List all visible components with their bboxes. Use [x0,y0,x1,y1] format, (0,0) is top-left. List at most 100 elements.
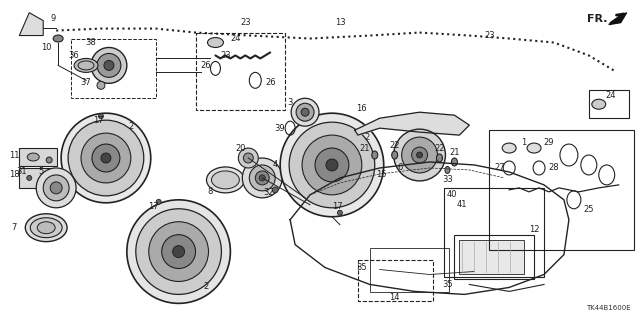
Circle shape [250,165,275,191]
Polygon shape [355,112,469,135]
Text: 35: 35 [356,263,367,272]
Ellipse shape [156,199,161,204]
Circle shape [127,200,230,303]
Text: 2: 2 [204,282,209,291]
Circle shape [243,153,253,163]
Text: 17: 17 [93,116,103,125]
Circle shape [301,108,309,116]
Bar [370,248,449,293]
Ellipse shape [74,58,98,72]
Bar [460,240,524,274]
Text: 13: 13 [335,18,345,27]
Ellipse shape [207,167,244,193]
Ellipse shape [97,81,105,89]
Circle shape [36,168,76,208]
Bar [444,188,544,278]
Text: 6: 6 [397,163,403,173]
Text: 8: 8 [208,187,213,197]
Ellipse shape [53,35,63,42]
Text: 26: 26 [200,61,211,70]
Text: 24: 24 [605,91,616,100]
Circle shape [173,246,184,257]
Text: 4: 4 [273,160,278,169]
Text: 31: 31 [16,167,27,176]
Circle shape [97,54,121,78]
Text: 17: 17 [332,202,342,211]
Bar [71,39,156,98]
Ellipse shape [372,151,378,159]
Text: 32: 32 [263,188,273,197]
Text: 12: 12 [529,225,540,234]
Circle shape [148,222,209,281]
Circle shape [92,144,120,172]
Ellipse shape [99,114,104,119]
Circle shape [61,113,151,203]
Text: 23: 23 [220,51,231,60]
Text: 1: 1 [522,137,527,146]
Text: 15: 15 [376,170,387,179]
Text: 7: 7 [12,223,17,232]
Text: 21: 21 [449,147,460,157]
Text: 33: 33 [442,175,453,184]
Text: 41: 41 [456,200,467,209]
Circle shape [302,135,362,195]
Text: 2: 2 [128,122,134,131]
Text: 28: 28 [548,163,559,173]
Ellipse shape [46,157,52,163]
Circle shape [326,159,338,171]
Text: 23: 23 [484,31,495,40]
Text: 23: 23 [240,18,251,27]
Circle shape [162,235,196,269]
Text: 38: 38 [86,38,97,47]
Text: 18: 18 [9,170,20,179]
Ellipse shape [28,153,39,161]
Text: 17: 17 [148,202,159,211]
Text: 21: 21 [360,144,370,152]
Ellipse shape [502,143,516,153]
Text: 29: 29 [544,137,554,146]
Text: 27: 27 [494,163,504,173]
Circle shape [296,103,314,121]
Circle shape [315,148,349,182]
Ellipse shape [207,38,223,48]
Circle shape [238,148,259,168]
Ellipse shape [337,210,342,215]
Bar [489,130,634,249]
Ellipse shape [592,99,605,109]
Text: 22: 22 [434,144,445,152]
Polygon shape [19,13,44,35]
Text: 3: 3 [287,98,293,107]
Circle shape [289,122,375,208]
Text: 20: 20 [235,144,246,152]
Text: 14: 14 [389,293,400,302]
Text: 10: 10 [41,43,51,52]
Text: 9: 9 [51,14,56,23]
Circle shape [412,147,428,163]
Text: 39: 39 [274,124,285,133]
Circle shape [104,60,114,70]
Text: 37: 37 [81,78,92,87]
Ellipse shape [37,222,55,234]
Circle shape [136,209,221,294]
Circle shape [50,182,62,194]
Ellipse shape [436,154,442,162]
Text: 25: 25 [584,205,594,214]
Circle shape [280,113,384,217]
Ellipse shape [30,218,62,238]
Text: 40: 40 [446,190,457,199]
Circle shape [291,98,319,126]
Bar [19,148,57,166]
Ellipse shape [445,167,450,174]
Circle shape [44,175,69,201]
Bar [589,90,628,118]
Text: 16: 16 [356,104,367,113]
Text: 5: 5 [38,167,44,176]
Text: FR.: FR. [586,14,607,24]
Ellipse shape [527,143,541,153]
Circle shape [402,137,438,173]
Ellipse shape [451,158,458,166]
Text: 26: 26 [265,78,276,87]
Circle shape [243,158,282,198]
Text: 11: 11 [9,151,20,160]
Circle shape [394,129,445,181]
